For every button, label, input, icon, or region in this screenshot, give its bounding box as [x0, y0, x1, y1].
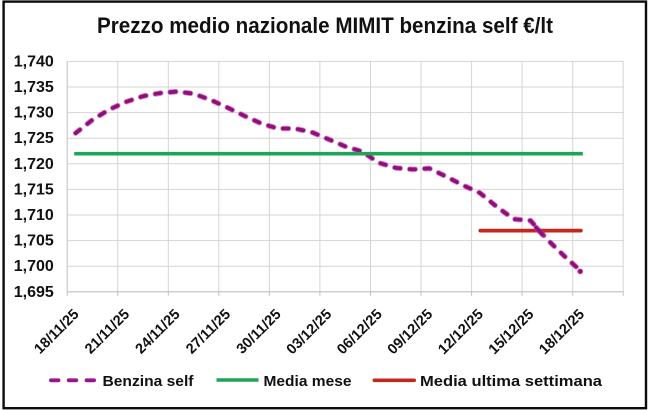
svg-text:1,700: 1,700 [14, 258, 54, 275]
svg-text:Prezzo medio nazionale MIMIT b: Prezzo medio nazionale MIMIT benzina sel… [97, 13, 554, 38]
svg-text:1,740: 1,740 [14, 53, 54, 70]
svg-text:1,735: 1,735 [14, 79, 54, 96]
svg-text:1,730: 1,730 [14, 105, 54, 122]
svg-text:1,695: 1,695 [14, 284, 54, 301]
svg-text:1,710: 1,710 [14, 207, 54, 224]
svg-text:Media mese: Media mese [264, 373, 352, 390]
svg-text:1,725: 1,725 [14, 130, 54, 147]
svg-text:Benzina self: Benzina self [103, 373, 195, 390]
svg-text:Media ultima settimana: Media ultima settimana [420, 373, 603, 390]
svg-text:1,715: 1,715 [14, 181, 54, 198]
svg-text:1,705: 1,705 [14, 233, 54, 250]
svg-text:1,720: 1,720 [14, 156, 54, 173]
